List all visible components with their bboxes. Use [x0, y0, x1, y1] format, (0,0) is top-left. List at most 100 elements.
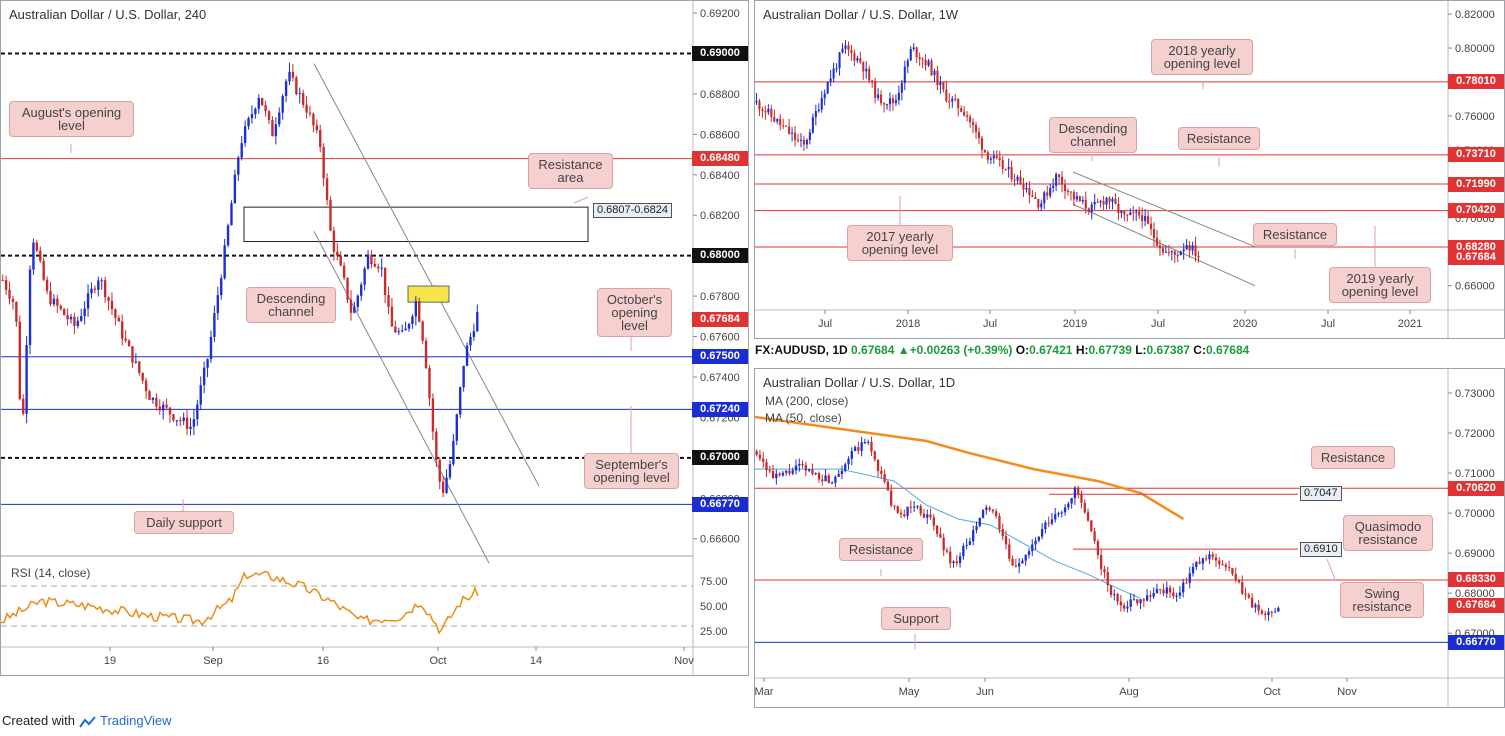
candle-body	[1057, 513, 1060, 515]
candle-body	[1122, 605, 1126, 609]
open-value: 0.67421	[1029, 343, 1073, 357]
candle-body	[1168, 587, 1172, 593]
candle-body	[1142, 599, 1145, 601]
candle-body	[73, 316, 76, 326]
y-tick-label: 0.72000	[1455, 428, 1495, 440]
candle-body	[1113, 594, 1116, 596]
candle-body	[1185, 245, 1188, 250]
annotation-resistance-2: Resistance	[1253, 223, 1337, 246]
candle-body	[965, 544, 968, 546]
candle-body	[1055, 174, 1058, 186]
candle-body	[998, 516, 1001, 530]
candle-body	[370, 254, 373, 264]
candle-body	[1247, 594, 1250, 598]
candle-body	[847, 458, 850, 465]
candle-body	[788, 126, 791, 134]
candle-body	[989, 158, 992, 160]
candle-body	[991, 509, 995, 512]
candle-body	[1150, 223, 1153, 230]
open-label: O:	[1015, 343, 1030, 357]
candle-body	[761, 109, 764, 112]
candle-body	[1073, 487, 1077, 499]
candle-body	[830, 482, 834, 484]
candle-body	[469, 336, 472, 346]
candle-body	[765, 461, 768, 471]
candle-body	[1138, 211, 1141, 216]
candle-body	[856, 58, 859, 61]
candle-body	[862, 62, 865, 72]
candle-body	[897, 92, 900, 101]
candle-body	[823, 93, 826, 99]
candle-body	[1161, 248, 1164, 253]
candle-body	[424, 340, 428, 368]
price-tag: 0.67684	[692, 312, 748, 328]
candle-body	[955, 561, 958, 564]
candle-body	[319, 130, 322, 147]
candle-body	[957, 98, 960, 109]
candle-body	[926, 514, 929, 518]
candle-body	[977, 131, 981, 139]
chart-panel-4h[interactable]: 0.69200 0.69000 0.68800 0.68600 0.68400 0.682…	[0, 0, 749, 676]
price-tag: 0.71990	[1448, 176, 1504, 192]
candle-body	[1211, 554, 1214, 558]
candle-body	[404, 328, 407, 331]
candle-body	[1175, 595, 1178, 597]
candle-body	[21, 398, 25, 414]
candle-body	[1004, 536, 1008, 545]
candle-body	[1145, 595, 1149, 601]
x-tick-label: May	[899, 686, 920, 698]
candle-body	[216, 295, 220, 314]
candle-body	[924, 59, 927, 66]
resistance-area-range: 0.6807-0.6824	[593, 203, 672, 218]
y-tick-label: 0.69200	[700, 8, 740, 20]
candle-body	[400, 330, 404, 332]
chart-canvas-4h[interactable]: 0.69200 0.69000 0.68800 0.68600 0.68400 0.682…	[1, 1, 749, 676]
candle-body	[835, 68, 838, 70]
candle-body	[880, 470, 883, 474]
candle-body	[821, 479, 824, 482]
candle-body	[52, 298, 56, 305]
candle-body	[445, 477, 448, 493]
candle-body	[66, 315, 69, 320]
candle-body	[781, 472, 785, 476]
candle-body	[250, 114, 254, 119]
candle-body	[1136, 599, 1139, 604]
candle-body	[1010, 167, 1013, 180]
chart-canvas-weekly[interactable]: 0.820000.800000.780000.760000.740000.720…	[755, 1, 1505, 339]
candle-body	[1201, 558, 1205, 564]
candle-body	[254, 108, 257, 115]
candle-body	[117, 317, 120, 322]
x-tick-label: Nov	[674, 655, 694, 667]
candle-body	[804, 465, 808, 471]
candle-body	[922, 513, 926, 518]
chart-panel-weekly[interactable]: 0.820000.800000.780000.760000.740000.720…	[754, 0, 1505, 339]
resistance-area-box	[243, 206, 589, 243]
candle-body	[39, 250, 42, 261]
candle-body	[838, 52, 841, 69]
candle-body	[1254, 604, 1257, 608]
candle-body	[865, 68, 868, 72]
y-tick-label: 0.68400	[700, 170, 740, 182]
candle-body	[1167, 251, 1170, 253]
candle-body	[1054, 514, 1057, 520]
annotation-resistance: Resistance	[1178, 127, 1260, 150]
candle-body	[942, 537, 945, 551]
chart-panel-daily[interactable]: 0.73000 0.72000 0.71000 0.70000 0.69000 0.680…	[754, 368, 1505, 708]
candle-body	[1080, 494, 1083, 503]
candle-body	[778, 473, 781, 476]
candle-body	[870, 441, 873, 452]
candle-body	[141, 372, 144, 381]
candle-body	[1086, 512, 1090, 521]
candle-body	[131, 346, 134, 363]
footer-brand-name[interactable]: TradingView	[100, 713, 172, 728]
ma200-line	[755, 415, 1185, 521]
candle-body	[794, 465, 798, 471]
candle-body	[1106, 572, 1109, 586]
candle-body	[1155, 237, 1159, 246]
candle-body	[1021, 560, 1024, 564]
candle-body	[1126, 214, 1129, 216]
candle-body	[1267, 611, 1270, 616]
y-tick-label: 0.67600	[700, 332, 740, 344]
annotation-august-opening: August's opening level	[9, 101, 134, 137]
candle-body	[1114, 198, 1117, 204]
